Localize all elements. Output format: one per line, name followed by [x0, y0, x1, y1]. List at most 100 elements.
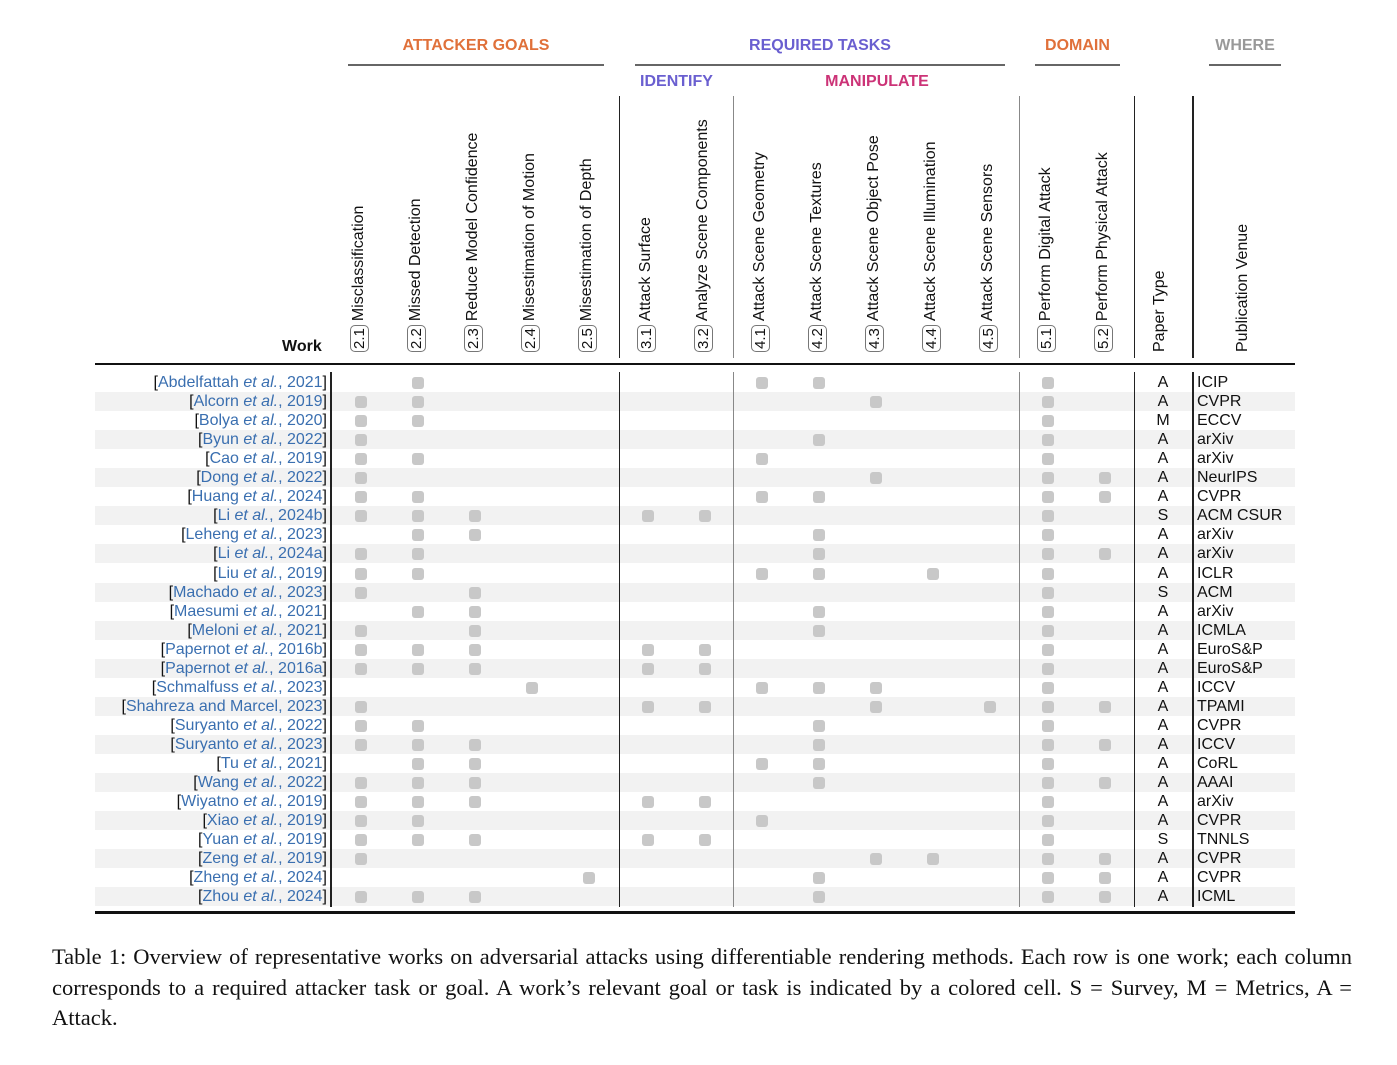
citation-etal: et al.: [243, 450, 279, 468]
marked-cell-2-1: [355, 567, 367, 580]
citation-etal: et al.: [243, 831, 279, 849]
citation-link[interactable]: [Schmalfuss et al., 2023]: [151, 678, 327, 696]
citation-link[interactable]: [Zeng et al., 2019]: [198, 850, 327, 868]
citation-link[interactable]: [Li et al., 2024a]: [213, 545, 327, 563]
marked-cell-2-2: [412, 377, 424, 389]
body-separator-manipulate: [733, 372, 734, 907]
table-row: [Zeng et al., 2019] A CVPR: [95, 849, 1295, 869]
open-bracket: [: [202, 812, 207, 830]
citation-link[interactable]: [Dong et al., 2022]: [196, 469, 327, 487]
citation-link[interactable]: [Papernot et al., 2016b]: [160, 640, 327, 658]
marked-cell-4-1: [756, 567, 768, 580]
paper-type: A: [1157, 450, 1169, 468]
citation-year: 2022: [286, 774, 323, 792]
marked-cell-4-2: [813, 872, 825, 885]
marked-cell-4-4: [927, 567, 939, 580]
group-required-tasks: REQUIRED TASKS: [749, 37, 891, 54]
citation-author: Machado: [173, 583, 239, 601]
citation-link[interactable]: [Suryanto et al., 2022]: [170, 716, 327, 734]
citation-link[interactable]: [Alcorn et al., 2019]: [189, 393, 327, 411]
close-bracket: ]: [322, 507, 327, 525]
citation-year: 2019: [286, 850, 323, 868]
citation-year: 2024: [286, 869, 323, 887]
marked-cell-2-1: [355, 434, 367, 447]
citation-link[interactable]: [Xiao et al., 2019]: [202, 812, 327, 830]
citation-link[interactable]: [Leheng et al., 2023]: [181, 526, 327, 544]
section-badge: 2.4: [520, 325, 540, 352]
marked-cell-5-1: [1042, 777, 1054, 790]
citation-link[interactable]: [Huang et al., 2024]: [187, 488, 327, 506]
citation-link[interactable]: [Li et al., 2024b]: [213, 507, 327, 525]
open-bracket: [: [151, 678, 157, 696]
citation-link[interactable]: [Machado et al., 2023]: [168, 583, 327, 601]
citation-link[interactable]: [Yuan et al., 2019]: [197, 831, 327, 849]
citation-link[interactable]: [Wiyatno et al., 2019]: [176, 793, 327, 811]
citation-link[interactable]: [Bolya et al., 2020]: [194, 412, 327, 430]
publication-venue: NeurIPS: [1197, 469, 1258, 487]
marked-cell-2-2: [412, 415, 424, 428]
marked-cell-4-3: [870, 681, 882, 694]
citation-etal: et al.: [243, 869, 279, 887]
table-caption: Table 1: Overview of representative work…: [52, 944, 1352, 1030]
marked-cell-4-2: [813, 377, 825, 389]
citation-link[interactable]: [Liu et al., 2019]: [213, 564, 327, 582]
marked-cell-2-1: [355, 510, 367, 523]
citation-author: Maesumi: [174, 602, 239, 620]
close-bracket: ]: [322, 755, 327, 772]
citation-year: 2021: [286, 374, 323, 391]
open-bracket: [: [189, 393, 194, 411]
marked-cell-3-1: [642, 700, 654, 713]
citation-author: Schmalfuss: [156, 678, 239, 696]
marked-cell-4-2: [813, 567, 825, 580]
citation-author: Huang: [191, 488, 239, 506]
paper-type: S: [1157, 831, 1169, 849]
marked-cell-4-2: [813, 491, 825, 504]
citation-link[interactable]: [Abdelfattah et al., 2021]: [153, 374, 327, 391]
citation-link[interactable]: [Zhou et al., 2024]: [198, 888, 327, 906]
section-badge: 4.3: [864, 325, 884, 352]
citation-link[interactable]: [Byun et al., 2022]: [198, 431, 327, 449]
citation-year: 2024a: [278, 545, 323, 563]
citation-link[interactable]: [Tu et al., 2021]: [216, 755, 327, 772]
group-domain: DOMAIN: [1045, 37, 1110, 54]
marked-cell-5-2: [1099, 891, 1111, 904]
citation-link[interactable]: [Zheng et al., 2024]: [189, 869, 327, 887]
marked-cell-5-2: [1099, 700, 1111, 713]
marked-cell-2-2: [412, 605, 424, 618]
citation-year: 2019: [286, 450, 323, 468]
subgroup-manipulate: MANIPULATE: [825, 73, 929, 90]
marked-cell-3-1: [642, 662, 654, 675]
marked-cell-2-1: [355, 453, 367, 466]
citation-link[interactable]: [Meloni et al., 2021]: [187, 621, 327, 639]
marked-cell-2-1: [355, 738, 367, 751]
table-row: [Liu et al., 2019] A ICLR: [95, 564, 1295, 583]
citation-link[interactable]: [Shahreza and Marcel, 2023]: [121, 697, 327, 715]
marked-cell-5-1: [1042, 624, 1054, 637]
paper-type: A: [1157, 659, 1169, 677]
group-rule-required-tasks: [635, 64, 1005, 66]
marked-cell-2-5: [583, 872, 595, 885]
marked-cell-4-5: [984, 700, 996, 713]
publication-venue: arXiv: [1197, 450, 1234, 468]
marked-cell-5-1: [1042, 491, 1054, 504]
citation-etal: et al.: [234, 659, 270, 677]
open-bracket: [: [189, 869, 194, 887]
table-row: [Schmalfuss et al., 2023] A ICCV: [95, 678, 1295, 697]
open-bracket: [: [193, 774, 198, 792]
paper-type: A: [1157, 888, 1169, 906]
citation-year: 2023: [286, 526, 323, 544]
marked-cell-2-2: [412, 567, 424, 580]
citation-link[interactable]: [Suryanto et al., 2023]: [170, 735, 327, 753]
marked-cell-2-3: [469, 529, 481, 542]
citation-author: Papernot: [165, 659, 231, 677]
citation-link[interactable]: [Wang et al., 2022]: [193, 774, 327, 792]
citation-link[interactable]: [Cao et al., 2019]: [205, 450, 327, 468]
citation-etal: et al.: [243, 526, 279, 544]
citation-link[interactable]: [Maesumi et al., 2021]: [169, 602, 327, 620]
marked-cell-3-2: [699, 510, 711, 523]
marked-cell-5-1: [1042, 700, 1054, 713]
open-bracket: [: [153, 374, 158, 391]
citation-link[interactable]: [Papernot et al., 2016a]: [160, 659, 327, 677]
marked-cell-2-1: [355, 777, 367, 790]
table-row: [Huang et al., 2024] A CVPR: [95, 487, 1295, 506]
